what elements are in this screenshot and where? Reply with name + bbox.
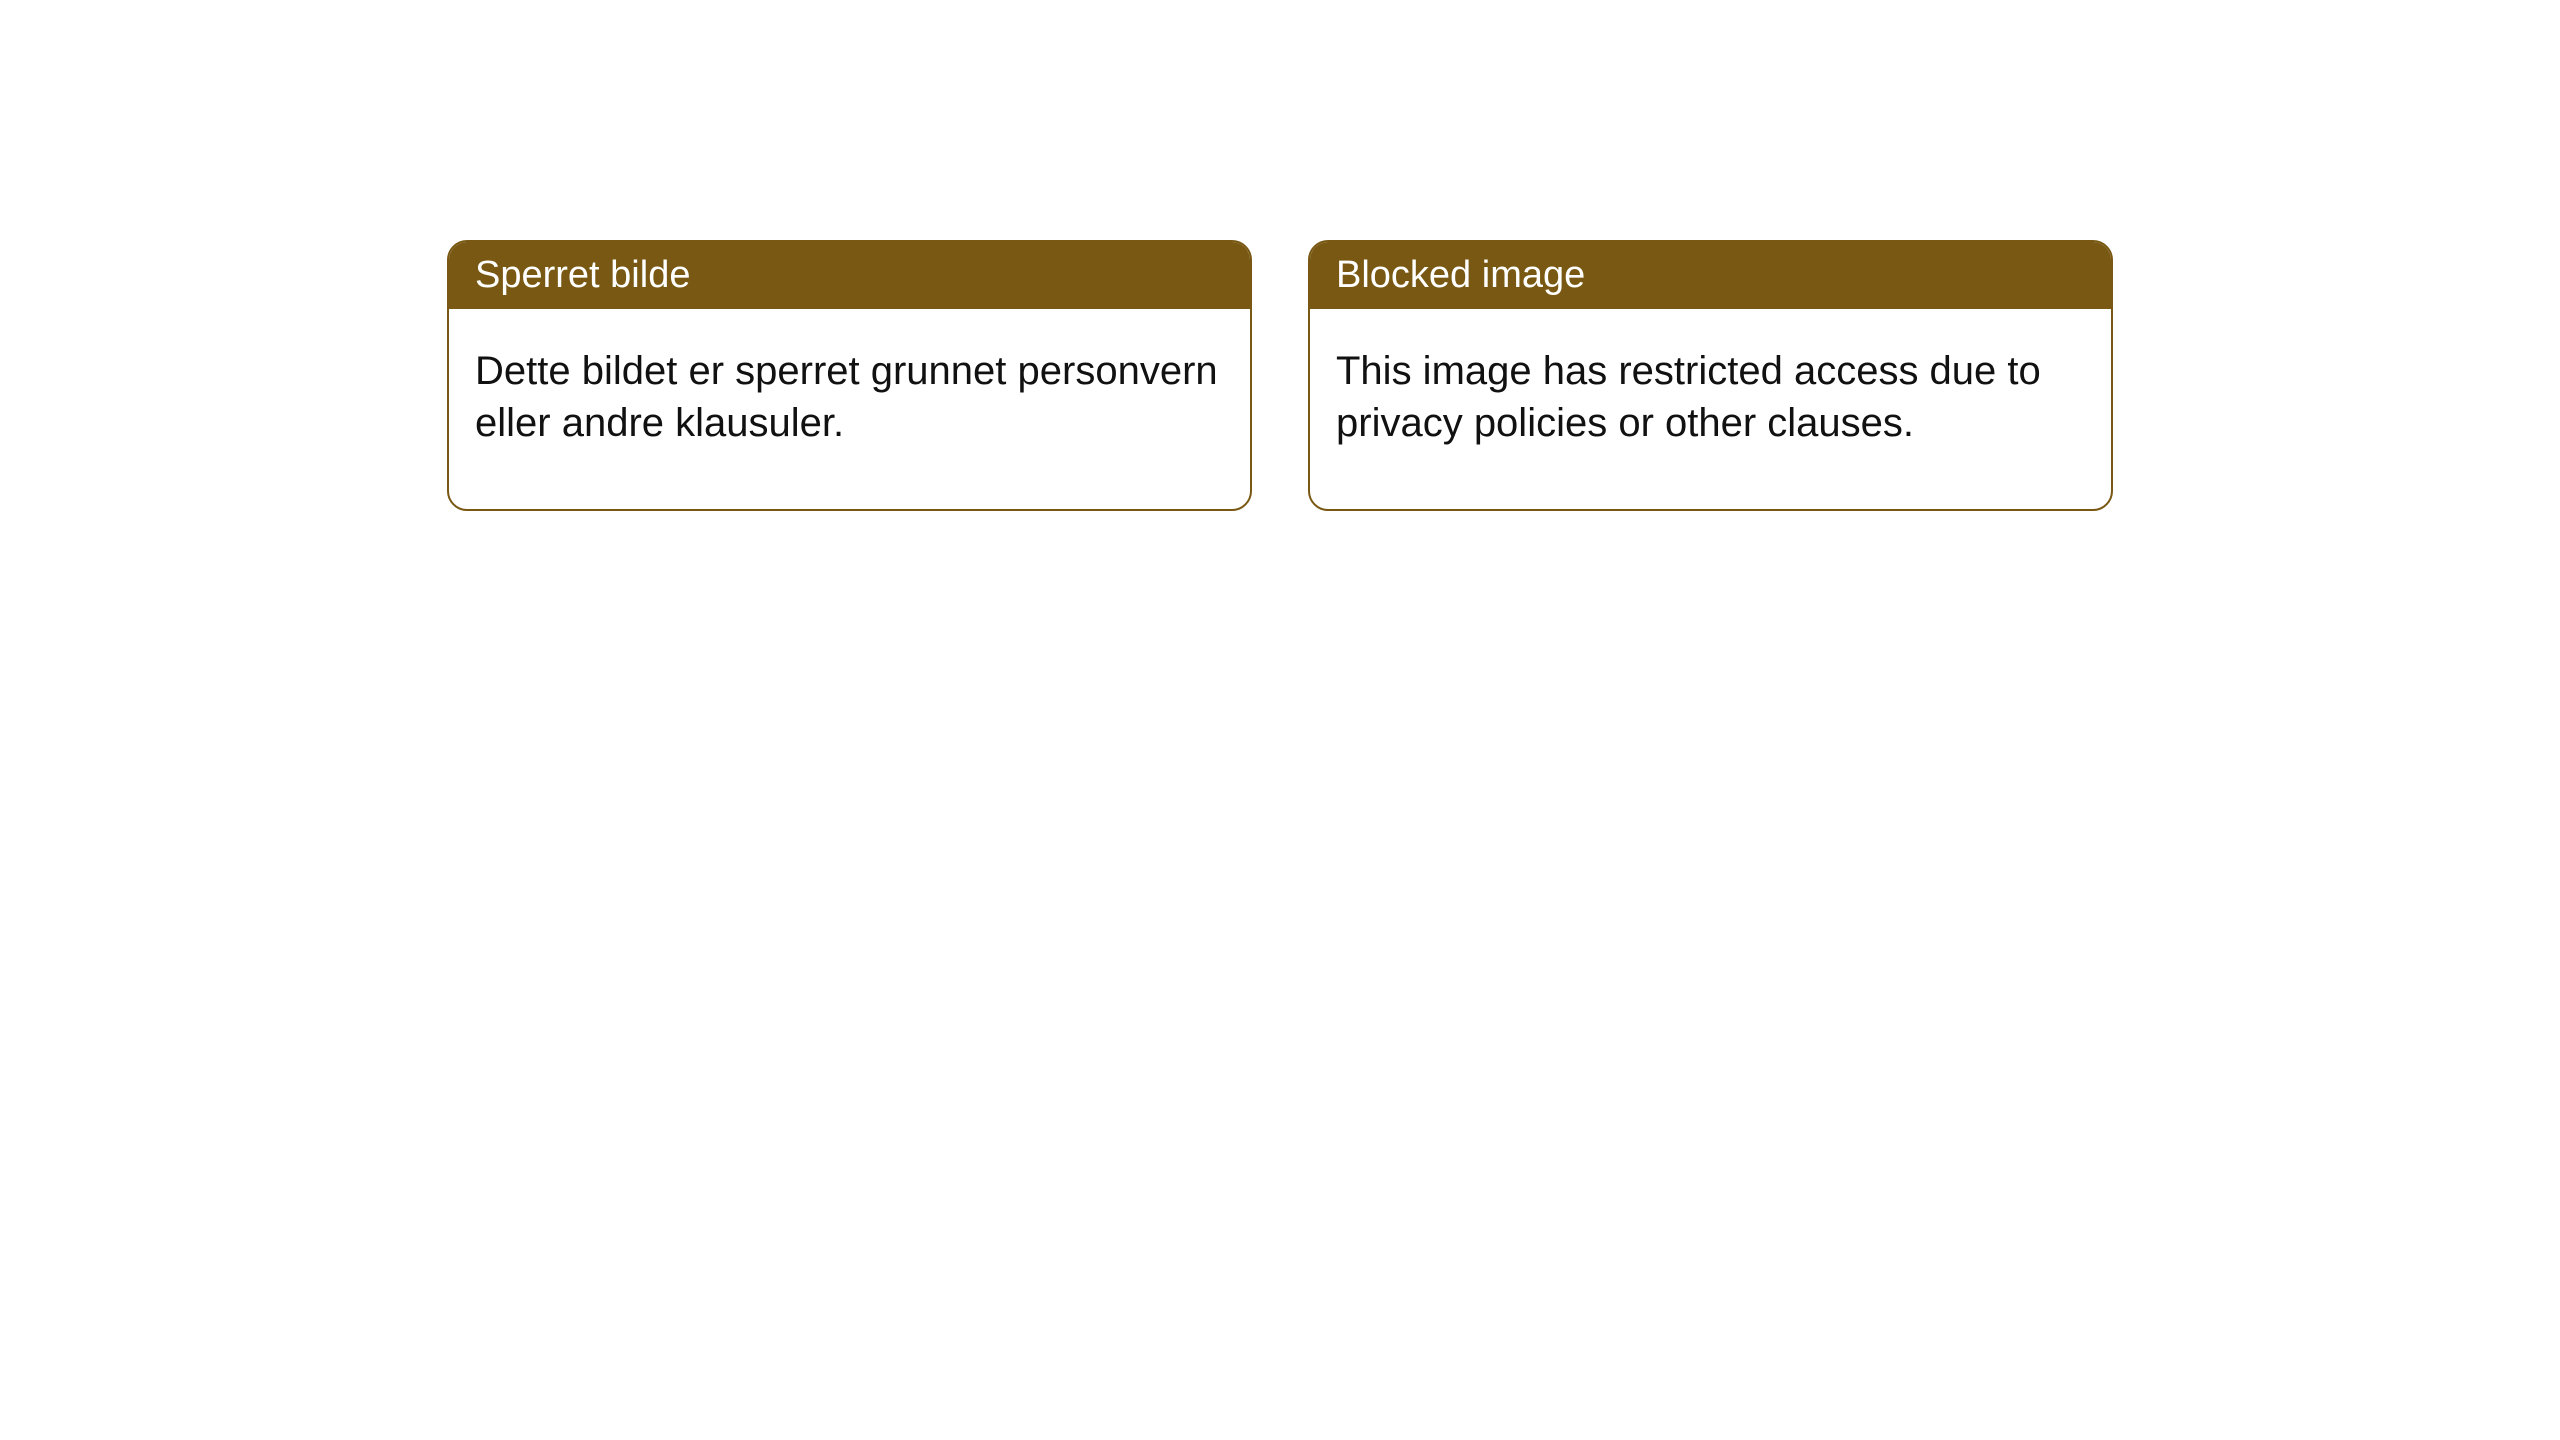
- notice-title: Blocked image: [1336, 254, 1585, 296]
- notice-card-norwegian: Sperret bilde Dette bildet er sperret gr…: [447, 240, 1252, 511]
- notice-container: Sperret bilde Dette bildet er sperret gr…: [447, 240, 2113, 511]
- notice-header: Blocked image: [1310, 242, 2111, 309]
- notice-body-text: Dette bildet er sperret grunnet personve…: [475, 349, 1218, 445]
- notice-card-english: Blocked image This image has restricted …: [1308, 240, 2113, 511]
- notice-body: This image has restricted access due to …: [1310, 309, 2111, 509]
- notice-title: Sperret bilde: [475, 254, 690, 296]
- notice-body-text: This image has restricted access due to …: [1336, 349, 2041, 445]
- notice-body: Dette bildet er sperret grunnet personve…: [449, 309, 1250, 509]
- notice-header: Sperret bilde: [449, 242, 1250, 309]
